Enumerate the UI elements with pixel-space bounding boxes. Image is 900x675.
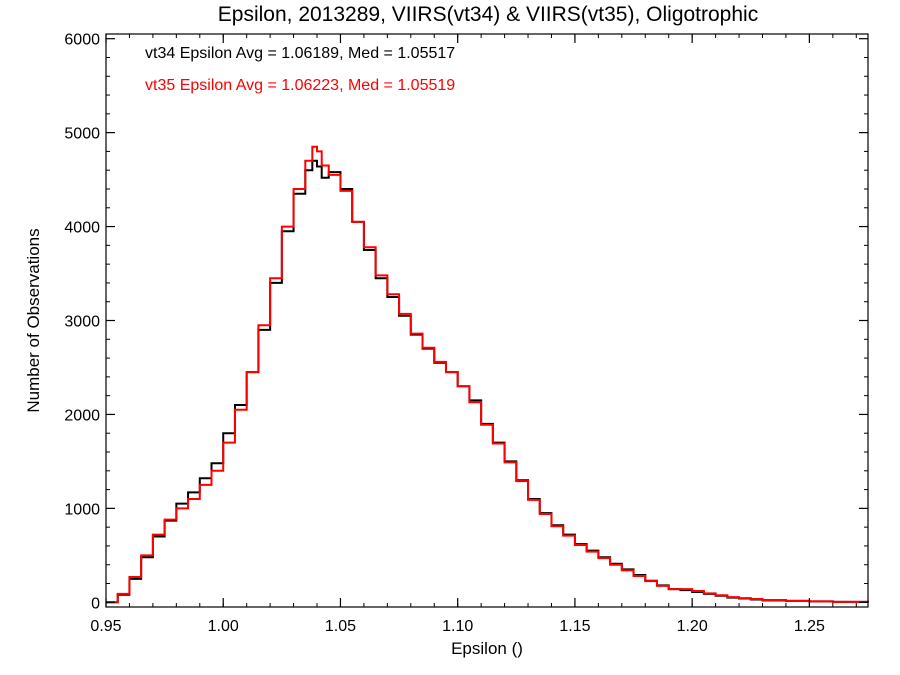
chart-title: Epsilon, 2013289, VIIRS(vt34) & VIIRS(vt… [218,3,758,26]
x-tick-label: 0.95 [90,618,121,635]
series-layer [106,145,869,604]
y-tick-label: 4000 [64,220,100,237]
plot-frame [105,33,869,608]
y-tick-label: 0 [91,595,100,612]
y-tick-label: 5000 [64,126,100,143]
y-axis-label: Number of Observations [24,228,43,412]
legend-entry-vt35: vt35 Epsilon Avg = 1.06223, Med = 1.0551… [145,77,455,94]
x-tick-label: 1.05 [325,618,356,635]
series-line-0 [106,159,869,604]
x-tick-label: 1.20 [677,618,708,635]
y-axis: 0 1000 2000 3000 4000 5000 6000 [64,32,868,612]
x-tick-label: 1.25 [794,618,825,635]
x-tick-label: 1.15 [559,618,590,635]
y-tick-label: 1000 [64,501,100,518]
x-tick-label: 1.10 [442,618,473,635]
y-tick-label: 3000 [64,314,100,331]
x-axis: 0.95 1.00 1.05 1.10 1.15 1.20 1.25 [90,34,857,635]
series-line-1 [106,145,869,604]
x-axis-label: Epsilon () [451,639,523,658]
y-tick-label: 6000 [64,32,100,49]
x-tick-label: 1.00 [208,618,239,635]
legend-entry-vt34: vt34 Epsilon Avg = 1.06189, Med = 1.0551… [145,45,455,62]
y-tick-label: 2000 [64,407,100,424]
